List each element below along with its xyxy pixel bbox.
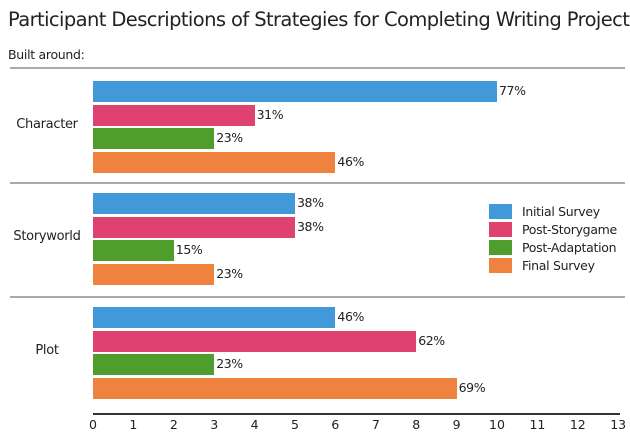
bar	[93, 378, 457, 399]
x-tick-label: 5	[291, 417, 299, 432]
bar	[93, 307, 336, 328]
bar-value-label: 46%	[337, 309, 364, 324]
bar	[93, 240, 174, 261]
legend-swatch	[489, 203, 512, 219]
category-label: Plot	[35, 343, 59, 358]
chart-title: Participant Descriptions of Strategies f…	[8, 8, 630, 31]
group-divider	[10, 67, 625, 69]
bar	[93, 81, 497, 102]
chart-subtitle: Built around:	[8, 47, 85, 62]
x-tick-label: 8	[412, 417, 421, 432]
bar-value-label: 15%	[175, 242, 203, 257]
bar	[93, 152, 336, 173]
legend-label: Post-Storygame	[522, 221, 617, 237]
legend-swatch	[489, 257, 512, 273]
x-tick-label: 4	[250, 417, 259, 432]
x-tick-label: 7	[371, 417, 380, 432]
x-tick-label: 12	[569, 417, 586, 432]
bar-value-label: 23%	[216, 130, 243, 145]
legend-item: Post-Storygame	[489, 220, 617, 238]
bar-value-label: 46%	[337, 154, 364, 169]
bar	[93, 193, 295, 214]
bar-value-label: 69%	[458, 380, 486, 395]
x-tick-label: 10	[489, 417, 505, 432]
bar-value-label: 38%	[297, 219, 324, 234]
category-label: Storyworld	[13, 229, 81, 244]
bar-value-label: 31%	[256, 107, 284, 122]
bar-value-label: 38%	[297, 195, 324, 210]
legend-label: Post-Adaptation	[522, 239, 617, 255]
group-divider	[10, 296, 625, 298]
bar	[93, 264, 215, 285]
bar-value-label: 62%	[418, 333, 445, 348]
x-tick-label: 0	[89, 417, 97, 432]
bar	[93, 128, 215, 149]
x-tick-label: 1	[129, 417, 138, 432]
bar-value-label: 23%	[216, 356, 243, 371]
legend-item: Initial Survey	[489, 202, 617, 220]
bar-value-label: 23%	[216, 266, 243, 281]
group-divider	[10, 182, 625, 184]
legend-label: Final Survey	[522, 257, 595, 273]
x-tick-label: 9	[452, 417, 461, 432]
x-axis-line	[93, 413, 620, 415]
category-label: Character	[16, 117, 78, 132]
bar	[93, 354, 215, 375]
bar	[93, 105, 255, 126]
x-tick-label: 2	[169, 417, 178, 432]
x-tick-label: 3	[210, 417, 219, 432]
bar	[93, 331, 417, 352]
legend: Initial Survey Post-Storygame Post-Adaptat…	[489, 202, 617, 274]
bar-value-label: 77%	[499, 83, 526, 98]
bar	[93, 217, 295, 238]
legend-swatch	[489, 239, 512, 255]
x-tick-label: 6	[331, 417, 340, 432]
legend-item: Final Survey	[489, 256, 617, 274]
legend-label: Initial Survey	[522, 203, 600, 219]
legend-swatch	[489, 221, 512, 237]
legend-item: Post-Adaptation	[489, 238, 617, 256]
x-tick-label: 11	[529, 417, 546, 432]
x-tick-label: 13	[610, 417, 627, 432]
